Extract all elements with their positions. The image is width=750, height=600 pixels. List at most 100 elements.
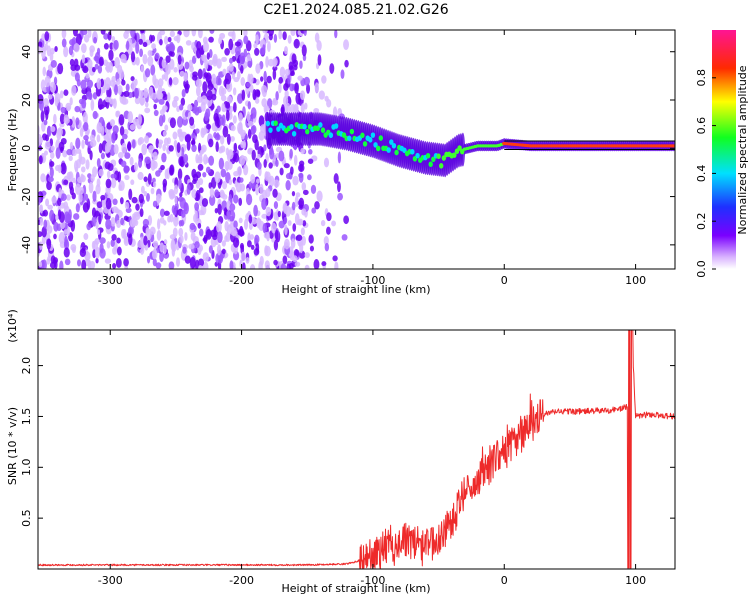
noise-blob [282, 31, 287, 41]
noise-blob [49, 81, 57, 93]
colorbar-tick-label: 0.2 [695, 212, 708, 230]
noise-blob [279, 167, 284, 176]
noise-blob [173, 139, 178, 148]
noise-blob [54, 45, 58, 53]
noise-blob [215, 141, 219, 153]
noise-blob [123, 215, 129, 221]
noise-blob [96, 158, 101, 168]
noise-blob [111, 177, 117, 189]
noise-blob [66, 148, 73, 156]
noise-blob [157, 78, 164, 87]
noise-blob [120, 217, 125, 226]
noise-blob [60, 162, 67, 175]
signal-core [415, 152, 420, 159]
noise-blob [150, 187, 155, 195]
noise-blob [247, 128, 252, 139]
noise-blob [109, 119, 116, 127]
noise-blob [321, 261, 327, 267]
noise-blob [256, 161, 262, 170]
noise-blob [85, 73, 90, 79]
spectrogram-y-tick-label: -40 [20, 236, 33, 254]
noise-blob [112, 246, 118, 255]
noise-blob [132, 213, 136, 220]
noise-blob [293, 154, 298, 166]
signal-core [428, 161, 433, 168]
noise-blob [105, 218, 112, 230]
noise-blob [87, 173, 92, 179]
noise-blob [258, 260, 263, 269]
noise-blob [130, 76, 135, 82]
noise-blob [144, 107, 151, 114]
noise-blob [124, 201, 130, 210]
noise-blob [263, 103, 268, 114]
noise-blob [89, 49, 94, 57]
noise-blob [216, 58, 222, 69]
noise-blob [233, 237, 240, 248]
noise-blob [157, 84, 163, 95]
signal-core [378, 135, 383, 141]
noise-blob [262, 30, 268, 34]
noise-blob [151, 92, 158, 100]
noise-blob [107, 31, 112, 41]
noise-blob [69, 97, 73, 106]
noise-blob [166, 137, 171, 145]
noise-blob [247, 148, 253, 155]
noise-blob [104, 142, 110, 154]
noise-blob [310, 184, 317, 194]
noise-blob [61, 30, 67, 39]
noise-blob [275, 90, 279, 101]
noise-blob [232, 87, 237, 96]
noise-blob [221, 240, 226, 247]
snr-x-tick-label: 100 [625, 574, 646, 587]
noise-blob [74, 105, 81, 113]
noise-blob [301, 182, 307, 191]
noise-blob [258, 115, 265, 127]
signal-core [452, 152, 457, 158]
noise-blob [202, 252, 209, 262]
noise-blob [63, 89, 69, 96]
noise-blob [75, 148, 82, 154]
spectrogram-y-ticks: -40 -20 0 20 40 [20, 45, 675, 254]
noise-blob [234, 46, 241, 56]
noise-blob [180, 209, 186, 218]
noise-blob [44, 140, 51, 150]
noise-blob [273, 259, 278, 266]
noise-blob [243, 218, 249, 230]
noise-blob [89, 134, 96, 142]
noise-blob [95, 257, 99, 264]
noise-blob [117, 151, 124, 159]
noise-blob [224, 72, 232, 85]
noise-blob [309, 245, 315, 252]
noise-blob [195, 78, 202, 88]
noise-blob [202, 171, 207, 178]
noise-blob [326, 212, 332, 222]
noise-blob [147, 49, 153, 57]
noise-blob [184, 231, 188, 241]
noise-blob [255, 63, 261, 74]
noise-blob [238, 217, 243, 224]
noise-blob [214, 189, 220, 198]
noise-blob [106, 241, 111, 249]
noise-blob [112, 262, 117, 269]
noise-blob [231, 71, 236, 80]
noise-blob [317, 54, 322, 66]
noise-blob [69, 39, 76, 46]
noise-blob [341, 234, 348, 241]
noise-blob [268, 162, 273, 169]
noise-blob [60, 137, 67, 145]
colorbar-tick-label: 0.0 [695, 260, 708, 278]
noise-blob [230, 135, 235, 142]
noise-blob [162, 93, 169, 101]
noise-blob [251, 217, 257, 225]
noise-blob [245, 193, 253, 206]
noise-blob [301, 208, 307, 216]
noise-blob [120, 53, 127, 63]
noise-blob [181, 116, 189, 126]
noise-blob [334, 30, 338, 39]
noise-blob [291, 191, 296, 197]
signal-core [436, 153, 441, 160]
noise-blob [112, 125, 119, 134]
noise-blob [213, 132, 217, 139]
noise-blob [272, 68, 277, 80]
noise-blob [238, 197, 243, 207]
